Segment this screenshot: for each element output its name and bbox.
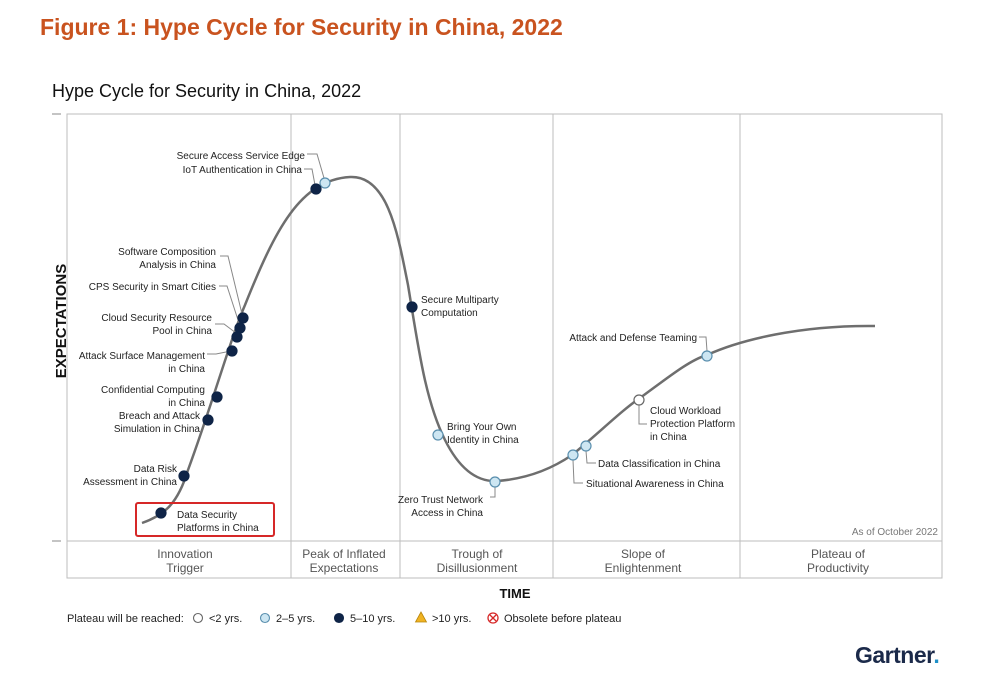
label-cloud-workload-protection-platform-in-china: Cloud Workload Protection Platform in Chin… [650, 406, 735, 443]
x-axis-label: TIME [499, 586, 530, 601]
label-attack-surface-management-in-china: Attack Surface Management in China [79, 351, 206, 375]
legend-circle-icon [259, 612, 271, 624]
leader-cloud-security-resource-pool-in-china [215, 323, 237, 334]
label-cloud-security-resource-pool-in-china: Cloud Security Resource Pool in China [101, 313, 212, 337]
leader-attack-surface-management-in-china [207, 350, 232, 355]
marker-secure-multiparty-computation [406, 301, 418, 313]
legend-item-triangle-amber: >10 yrs. [414, 611, 471, 625]
legend-label: 2–5 yrs. [276, 613, 315, 625]
y-axis-label: EXPECTATIONS [53, 264, 70, 378]
label-cps-security-in-smart-cities: CPS Security in Smart Cities [89, 282, 216, 293]
legend: Plateau will be reached: <2 yrs. 2–5 yrs. 5… [67, 611, 621, 625]
legend-item-circle-navy: 5–10 yrs. [333, 612, 395, 625]
marker-data-risk-assessment-in-china [178, 470, 190, 482]
phase-label-band [66, 540, 943, 579]
label-attack-and-defense-teaming: Attack and Defense Teaming [569, 333, 697, 344]
figure-title: Figure 1: Hype Cycle for Security in Chi… [40, 14, 563, 40]
leader-iot-authentication-in-china [304, 168, 316, 186]
label-situational-awareness-in-china: Situational Awareness in China [586, 479, 724, 490]
legend-label: >10 yrs. [432, 613, 471, 625]
label-data-classification-in-china: Data Classification in China [598, 459, 721, 470]
label-data-security-platforms-in-china: Data Security Platforms in China [177, 510, 259, 534]
marker-cloud-security-resource-pool-in-china [231, 331, 243, 343]
legend-label: 5–10 yrs. [350, 613, 395, 625]
legend-item-circle-light-blue: 2–5 yrs. [259, 612, 315, 625]
marker-bring-your-own-identity-in-china [432, 429, 444, 441]
phase-label-peak-of-inflated-expectations: Peak of Inflated Expectations [302, 547, 385, 575]
marker-software-composition-analysis-in-china [237, 312, 249, 324]
leader-cloud-workload-protection-platform-in-china [638, 405, 647, 425]
label-leaders [207, 153, 708, 498]
label-breach-and-attack-simulation-in-china: Breach and Attack Simulation in China [114, 411, 201, 435]
marker-data-security-platforms-in-china [155, 507, 167, 519]
label-software-composition-analysis-in-china: Software Composition Analysis in China [118, 247, 216, 271]
gartner-logo: Gartner. [855, 642, 940, 669]
legend-label: Obsolete before plateau [504, 613, 621, 625]
leader-situational-awareness-in-china [572, 459, 583, 484]
leader-cps-security-in-smart-cities [219, 285, 240, 324]
label-confidential-computing-in-china: Confidential Computing in China [101, 385, 205, 409]
marker-situational-awareness-in-china [567, 449, 579, 461]
leader-software-composition-analysis-in-china [220, 255, 243, 315]
highlight-box [135, 502, 275, 537]
phase-label-trough-of-disillusionment: Trough of Disillusionment [437, 547, 518, 575]
marker-attack-and-defense-teaming [701, 350, 713, 362]
legend-item-circle-white: <2 yrs. [192, 612, 242, 625]
technology-labels: Secure Access Service Edge IoT Authentica… [79, 151, 735, 534]
legend-circle-icon [192, 612, 204, 624]
phase-label-innovation-trigger: Innovation Trigger [157, 547, 212, 575]
label-bring-your-own-identity-in-china: Bring Your Own Identity in China [447, 422, 519, 446]
phase-label-plateau-of-productivity: Plateau of Productivity [807, 547, 869, 575]
technology-markers [155, 177, 713, 519]
legend-item-circle-cross-red: Obsolete before plateau [487, 612, 621, 625]
marker-zero-trust-network-access-in-china [489, 476, 501, 488]
leader-zero-trust-network-access-in-china [490, 486, 496, 498]
leader-data-classification-in-china [585, 450, 596, 464]
legend-heading: Plateau will be reached: [67, 613, 184, 625]
hype-curve [141, 175, 876, 525]
chart-title: Hype Cycle for Security in China, 2022 [52, 81, 361, 101]
marker-attack-surface-management-in-china [226, 345, 238, 357]
leader-secure-access-service-edge [307, 153, 325, 179]
label-zero-trust-network-access-in-china: Zero Trust Network Access in China [398, 495, 484, 519]
label-data-risk-assessment-in-china: Data Risk Assessment in China [83, 464, 178, 488]
legend-triangle-icon [414, 611, 428, 623]
label-secure-access-service-edge: Secure Access Service Edge [177, 151, 306, 162]
phase-dividers [290, 114, 741, 578]
brand-dot: . [933, 642, 940, 668]
marker-iot-authentication-in-china [310, 183, 322, 195]
legend-label: <2 yrs. [209, 613, 242, 625]
label-secure-multiparty-computation: Secure Multiparty Computation [421, 295, 499, 319]
marker-data-classification-in-china [580, 440, 592, 452]
legend-circle-icon [333, 612, 345, 624]
marker-breach-and-attack-simulation-in-china [202, 414, 214, 426]
label-iot-authentication-in-china: IoT Authentication in China [183, 165, 303, 176]
phase-labels: Innovation Trigger Peak of Inflated Expecta… [157, 547, 869, 575]
as-of-note: As of October 2022 [852, 527, 939, 538]
marker-confidential-computing-in-china [211, 391, 223, 403]
marker-secure-access-service-edge [319, 177, 331, 189]
leader-attack-and-defense-teaming [699, 336, 708, 352]
phase-label-slope-of-enlightenment: Slope of Enlightenment [605, 547, 682, 575]
brand-name: Gartner [855, 642, 934, 668]
marker-cloud-workload-protection-platform-in-china [633, 394, 645, 406]
